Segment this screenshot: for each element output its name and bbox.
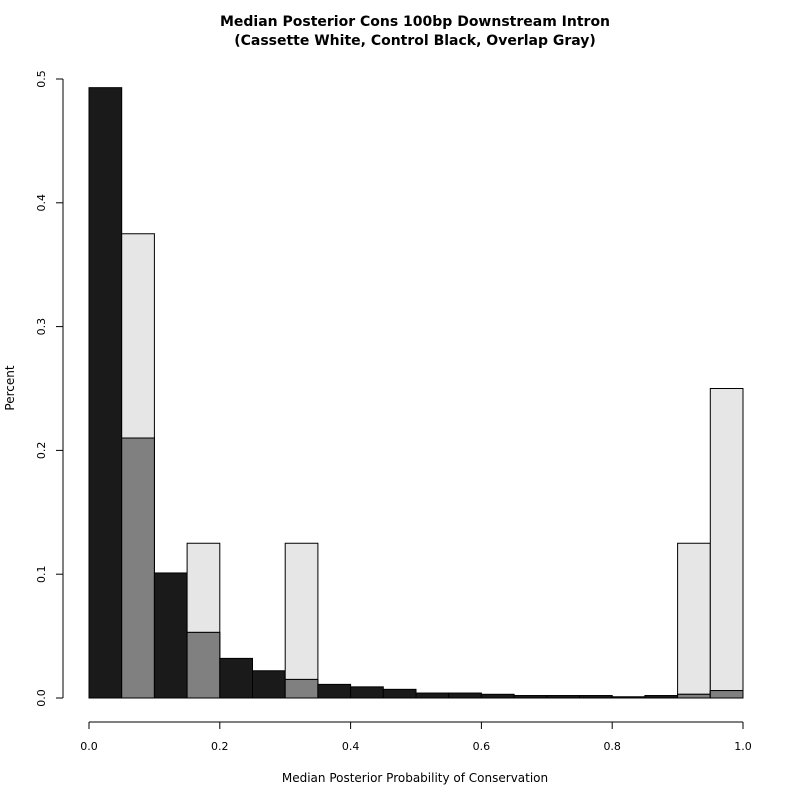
overlap-bar (186, 631, 221, 699)
control-bar (513, 695, 548, 699)
x-tick-label: 0.6 (473, 740, 491, 753)
control-bar (579, 695, 613, 699)
control-bar (252, 670, 286, 699)
y-tick-label: 0.2 (35, 442, 48, 460)
overlap-bar (121, 437, 155, 699)
x-tick-label: 0.4 (342, 740, 360, 753)
overlap-bar (709, 690, 744, 699)
control-bar (317, 683, 352, 699)
control-bar (611, 696, 646, 699)
x-tick-label: 1.0 (734, 740, 752, 753)
y-axis: 0.0 0.1 0.2 0.3 0.4 0.5 (35, 70, 64, 707)
y-axis-label: Percent (3, 365, 17, 410)
bars-group (88, 87, 744, 699)
x-tick-label: 0.8 (603, 740, 621, 753)
y-tick-label: 0.5 (35, 70, 48, 88)
y-tick-label: 0.4 (35, 194, 48, 212)
cassette-bar (284, 542, 319, 699)
y-tick-label: 0.0 (35, 689, 48, 707)
chart-subtitle: (Cassette White, Control Black, Overlap … (234, 33, 596, 49)
control-bar (382, 688, 417, 699)
control-bar (644, 695, 679, 699)
control-bar (88, 87, 123, 699)
control-bar (415, 692, 450, 699)
control-bar (153, 572, 188, 699)
chart-title: Median Posterior Cons 100bp Downstream I… (220, 14, 610, 30)
cassette-bar (709, 388, 744, 699)
overlap-bar (284, 678, 319, 699)
x-tick-label: 0.2 (211, 740, 229, 753)
y-tick-label: 0.1 (35, 565, 48, 583)
y-tick-label: 0.3 (35, 318, 48, 336)
x-axis: 0.0 0.2 0.4 0.6 0.8 1.0 (80, 721, 752, 753)
x-tick-label: 0.0 (80, 740, 98, 753)
control-bar (219, 657, 254, 699)
x-axis-label: Median Posterior Probability of Conserva… (282, 771, 548, 785)
overlap-bar (677, 693, 711, 699)
control-bar (480, 693, 515, 699)
control-bar (448, 692, 482, 699)
cassette-bar (677, 542, 711, 699)
control-bar (546, 695, 580, 699)
control-bar (350, 686, 384, 699)
